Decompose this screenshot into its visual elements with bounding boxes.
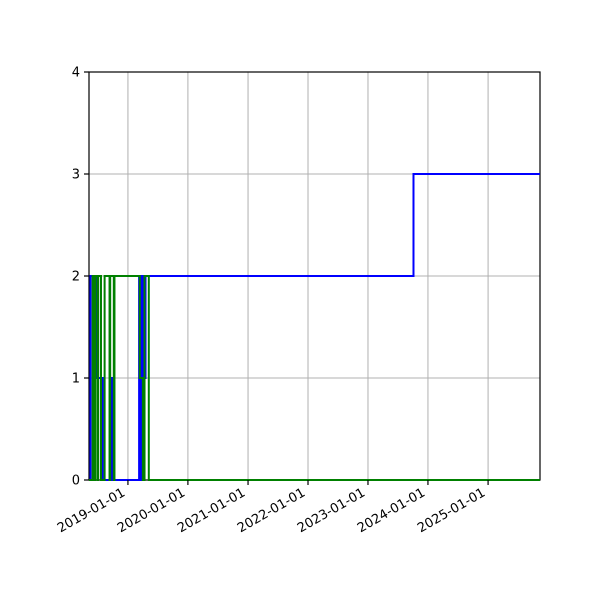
y-tick-label: 2 — [72, 270, 80, 285]
y-tick-label: 1 — [72, 372, 80, 387]
series-green-series — [89, 275, 540, 481]
y-tick-label: 4 — [72, 66, 80, 81]
y-tick-label: 3 — [72, 168, 80, 183]
y-tick-label: 0 — [72, 474, 80, 489]
